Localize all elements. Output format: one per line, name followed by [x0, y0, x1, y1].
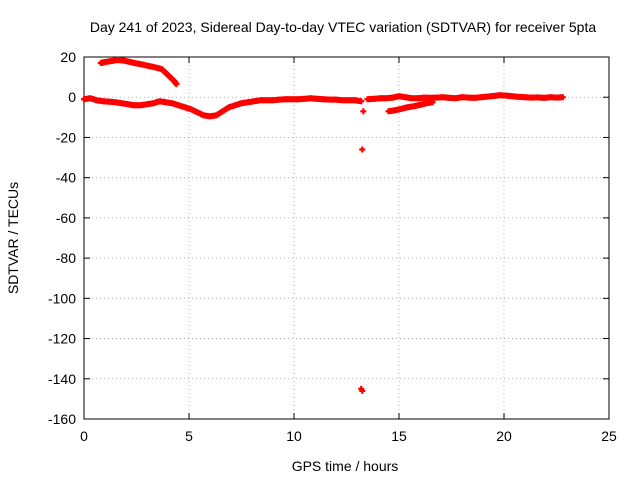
data-point	[359, 146, 366, 153]
y-tick-label: -120	[48, 331, 76, 347]
chart-title: Day 241 of 2023, Sidereal Day-to-day VTE…	[90, 19, 597, 35]
data-point	[360, 108, 367, 115]
data-point	[359, 387, 366, 394]
y-tick-label: -160	[48, 411, 76, 427]
data-point	[559, 94, 566, 101]
y-tick-label: -40	[56, 170, 76, 186]
data-layer	[81, 57, 566, 394]
data-point	[173, 81, 180, 88]
series-outliers	[358, 108, 367, 394]
tick-layer: 0 5 10 15 20 25 20 0 -20 -40 -60 -80 -100 -120 -140 -16…	[48, 49, 617, 444]
series-main-track	[81, 95, 365, 120]
series-lower-branch	[385, 99, 436, 115]
y-tick-label: -100	[48, 290, 76, 306]
x-tick-label: 20	[496, 428, 512, 444]
y-axis-label: SDTVAR / TECUs	[5, 182, 21, 294]
y-tick-label: -140	[48, 371, 76, 387]
data-point	[429, 99, 436, 106]
series-late-track	[364, 92, 566, 103]
y-tick-label: 0	[68, 89, 76, 105]
plot-frame	[83, 56, 610, 420]
x-tick-label: 5	[185, 428, 193, 444]
y-tick-label: 20	[60, 49, 76, 65]
x-tick-label: 15	[391, 428, 407, 444]
series-upper-arc	[97, 57, 180, 88]
y-tick-label: -80	[56, 250, 76, 266]
x-tick-label: 25	[601, 428, 617, 444]
y-tick-label: -60	[56, 210, 76, 226]
data-point	[358, 98, 365, 105]
x-axis-label: GPS time / hours	[292, 458, 399, 474]
x-tick-label: 0	[80, 428, 88, 444]
grid-layer	[84, 57, 609, 419]
x-tick-label: 10	[286, 428, 302, 444]
y-tick-label: -20	[56, 129, 76, 145]
